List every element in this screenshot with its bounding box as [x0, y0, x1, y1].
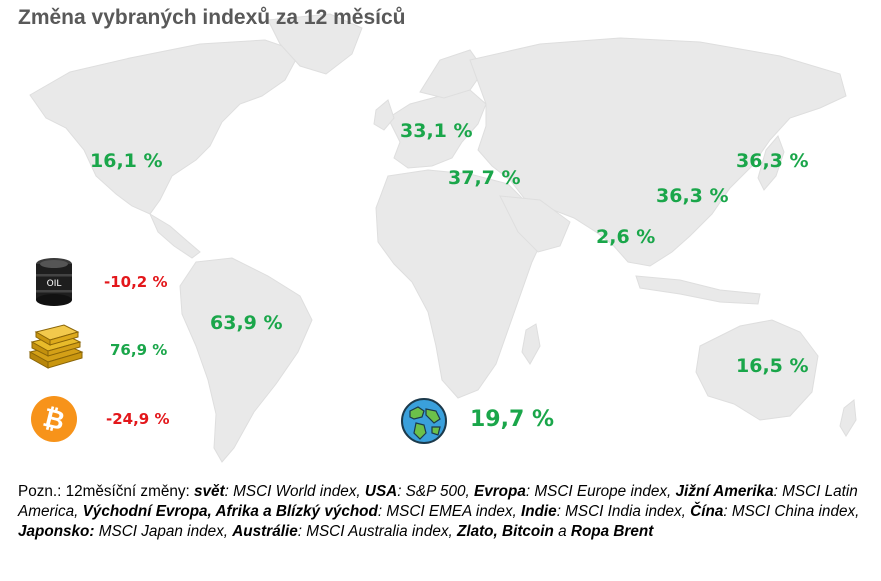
- footnote-text: : MSCI Latin America,: [18, 483, 858, 520]
- page-title: Změna vybraných indexů za 12 měsíců: [18, 6, 406, 29]
- japan-value: 36,3 %: [736, 150, 809, 172]
- central-america-shape: [148, 212, 201, 259]
- indonesia-shape: [635, 275, 761, 305]
- usa-value: 16,1 %: [90, 150, 163, 172]
- footnote-items: svět: MSCI World index, USA: S&P 500, Ev…: [18, 483, 859, 540]
- south-america-shape: [179, 257, 313, 463]
- arabia-shape: [499, 195, 571, 253]
- scandinavia-shape: [419, 49, 485, 99]
- world-map: [29, 13, 857, 463]
- footnote-text: : MSCI Europe index,: [525, 483, 676, 500]
- latam-value: 63,9 %: [210, 312, 283, 334]
- new-zealand-shape: [839, 399, 857, 437]
- svg-text:OIL: OIL: [47, 279, 62, 289]
- gold-value: 76,9 %: [110, 341, 168, 359]
- africa-shape: [375, 169, 547, 399]
- north-america-shape: [29, 39, 301, 215]
- footnote-text: : MSCI Australia index,: [297, 523, 457, 540]
- footnote-label: Čína: [690, 503, 724, 520]
- oil-value: -10,2 %: [104, 273, 168, 291]
- emea-value: 37,7 %: [448, 167, 521, 189]
- footnote-label: Japonsko:: [18, 523, 95, 540]
- asia-shape: [469, 37, 847, 267]
- footnote-text: : MSCI World index,: [224, 483, 365, 500]
- gold-bars-icon: [28, 324, 84, 369]
- uk-shape: [373, 99, 395, 131]
- footnote-text: : MSCI EMEA index,: [377, 503, 521, 520]
- china-value: 36,3 %: [656, 185, 729, 207]
- footnote-label: Evropa: [474, 483, 526, 500]
- india-value: 2,6 %: [596, 226, 656, 248]
- bitcoin-icon: ₿: [31, 396, 77, 442]
- footnote-text: : MSCI India index,: [556, 503, 691, 520]
- footnote-label: Austrálie: [232, 523, 298, 540]
- oil-barrel-icon: OIL: [36, 258, 72, 306]
- bitcoin-value: -24,9 %: [106, 410, 170, 428]
- footnote-text: MSCI Japan index,: [94, 523, 233, 540]
- footnote-label: Východní Evropa, Afrika a Blízký východ: [82, 503, 378, 520]
- footnote-text: : S&P 500,: [397, 483, 475, 500]
- world-value: 19,7 %: [470, 407, 554, 432]
- footnote-label: USA: [364, 483, 398, 500]
- footnote-label: Zlato, Bitcoin: [456, 523, 554, 540]
- footnote-label: svět: [194, 483, 225, 500]
- footnote-label: Ropa Brent: [570, 523, 654, 540]
- footnote-text: : MSCI China index,: [723, 503, 860, 520]
- greenland-shape: [267, 13, 363, 75]
- globe-icon: [401, 398, 447, 444]
- europe-value: 33,1 %: [400, 120, 473, 142]
- australia-shape: [695, 319, 819, 421]
- footnote-prefix: Pozn.: 12měsíční změny:: [18, 483, 194, 500]
- footnote: Pozn.: 12měsíční změny: svět: MSCI World…: [18, 482, 866, 542]
- footnote-text: a: [553, 523, 571, 540]
- footnote-label: Jižní Amerika: [675, 483, 774, 500]
- australia-value: 16,5 %: [736, 355, 809, 377]
- footnote-label: Indie: [520, 503, 557, 520]
- madagascar-shape: [521, 323, 541, 365]
- japan-shape: [757, 135, 785, 191]
